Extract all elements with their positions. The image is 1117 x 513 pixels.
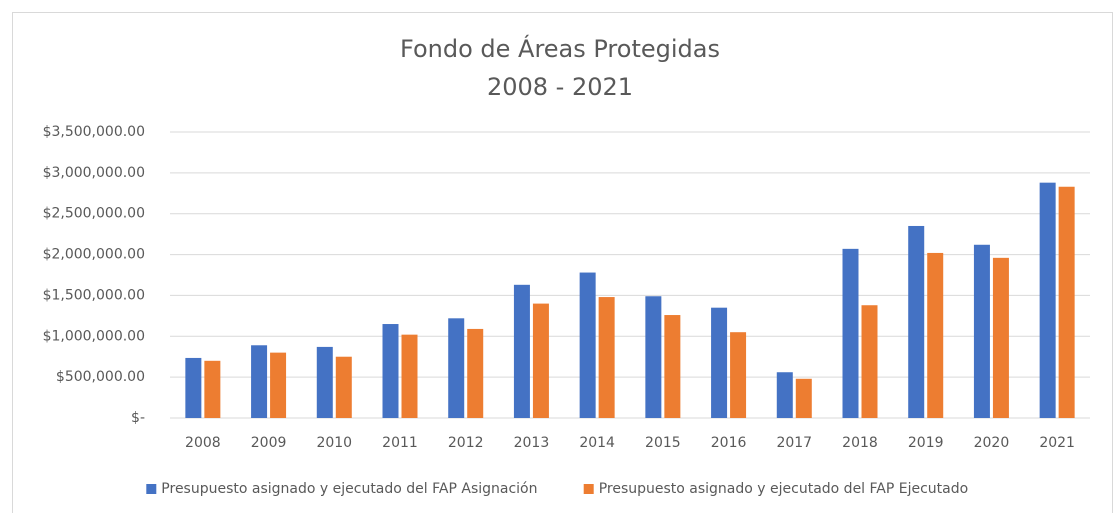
x-tick-label: 2014 [579,435,615,451]
x-tick-label: 2008 [185,435,221,451]
y-tick-label: $1,500,000.00 [43,287,145,303]
bar [532,303,549,418]
bar [842,248,859,418]
y-tick-label: $- [131,410,145,426]
bar [776,372,793,418]
bar [973,244,990,418]
bar [204,360,221,418]
bar [645,296,662,418]
bar [382,324,399,418]
x-tick-label: 2016 [711,435,747,451]
x-tick-label: 2013 [514,435,550,451]
bar [1058,186,1075,418]
x-tick-label: 2015 [645,435,681,451]
bar [664,315,681,418]
bar [598,297,615,418]
bar [1039,182,1056,418]
x-tick-label: 2011 [382,435,418,451]
bar [992,257,1009,418]
legend-swatch [146,484,157,494]
x-tick-label: 2018 [842,435,878,451]
legend-label: Presupuesto asignado y ejecutado del FAP… [161,481,537,497]
x-tick-label: 2021 [1039,435,1075,451]
x-tick-label: 2009 [251,435,287,451]
bar [927,252,944,418]
bar [861,305,878,418]
bar [711,307,728,418]
chart-title: Fondo de Áreas Protegidas [400,34,720,63]
bar [251,345,268,418]
y-tick-label: $2,500,000.00 [43,206,145,222]
y-tick-label: $2,000,000.00 [43,247,145,263]
bar [467,328,484,418]
bar [270,352,287,418]
legend-swatch [583,484,594,494]
bar [513,284,530,418]
x-tick-label: 2017 [776,435,812,451]
x-tick-label: 2010 [316,435,352,451]
y-tick-label: $3,500,000.00 [43,124,145,140]
x-tick-label: 2020 [974,435,1010,451]
bar [448,318,465,418]
bar [335,356,352,418]
bar [185,357,202,418]
y-tick-label: $3,000,000.00 [43,165,145,181]
chart-subtitle: 2008 - 2021 [487,73,633,101]
legend-label: Presupuesto asignado y ejecutado del FAP… [599,481,969,497]
y-tick-label: $500,000.00 [56,369,145,385]
y-tick-label: $1,000,000.00 [43,328,145,344]
bar [730,332,747,418]
bar [795,378,812,418]
bar [401,334,418,418]
bar [316,346,333,418]
bar [908,225,925,418]
x-tick-label: 2019 [908,435,944,451]
bar [579,272,596,418]
x-tick-label: 2012 [448,435,484,451]
